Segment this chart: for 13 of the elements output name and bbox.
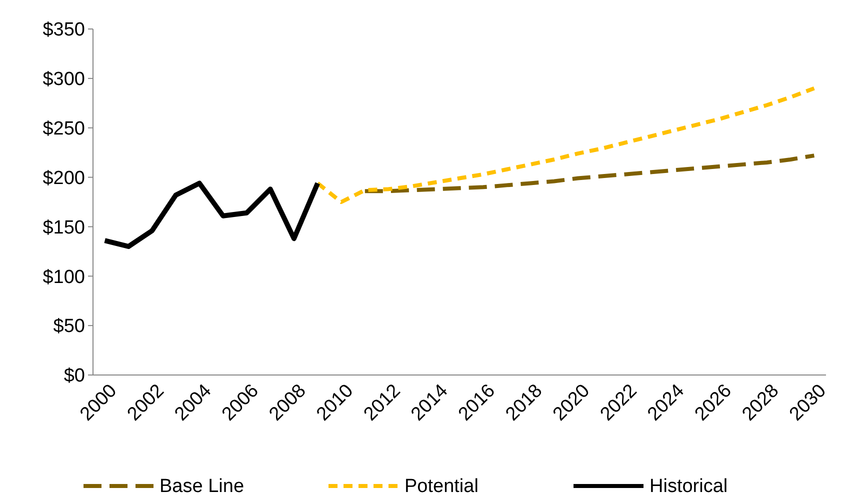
y-tick-label: $250 (42, 118, 85, 140)
legend-label: Historical (650, 476, 728, 497)
legend-label: Potential (404, 476, 478, 497)
y-tick-label: $150 (42, 217, 85, 238)
line-series (316, 86, 816, 204)
y-tick-label: $100 (42, 266, 85, 288)
y-tick-label: $0 (64, 366, 85, 387)
y-tick-label: $350 (42, 20, 85, 41)
y-tick-label: $50 (53, 316, 85, 338)
y-tick-label: $300 (42, 69, 85, 90)
y-tick-label: $200 (42, 168, 85, 189)
legend-label: Base Line (160, 476, 244, 497)
line-series (362, 154, 816, 194)
